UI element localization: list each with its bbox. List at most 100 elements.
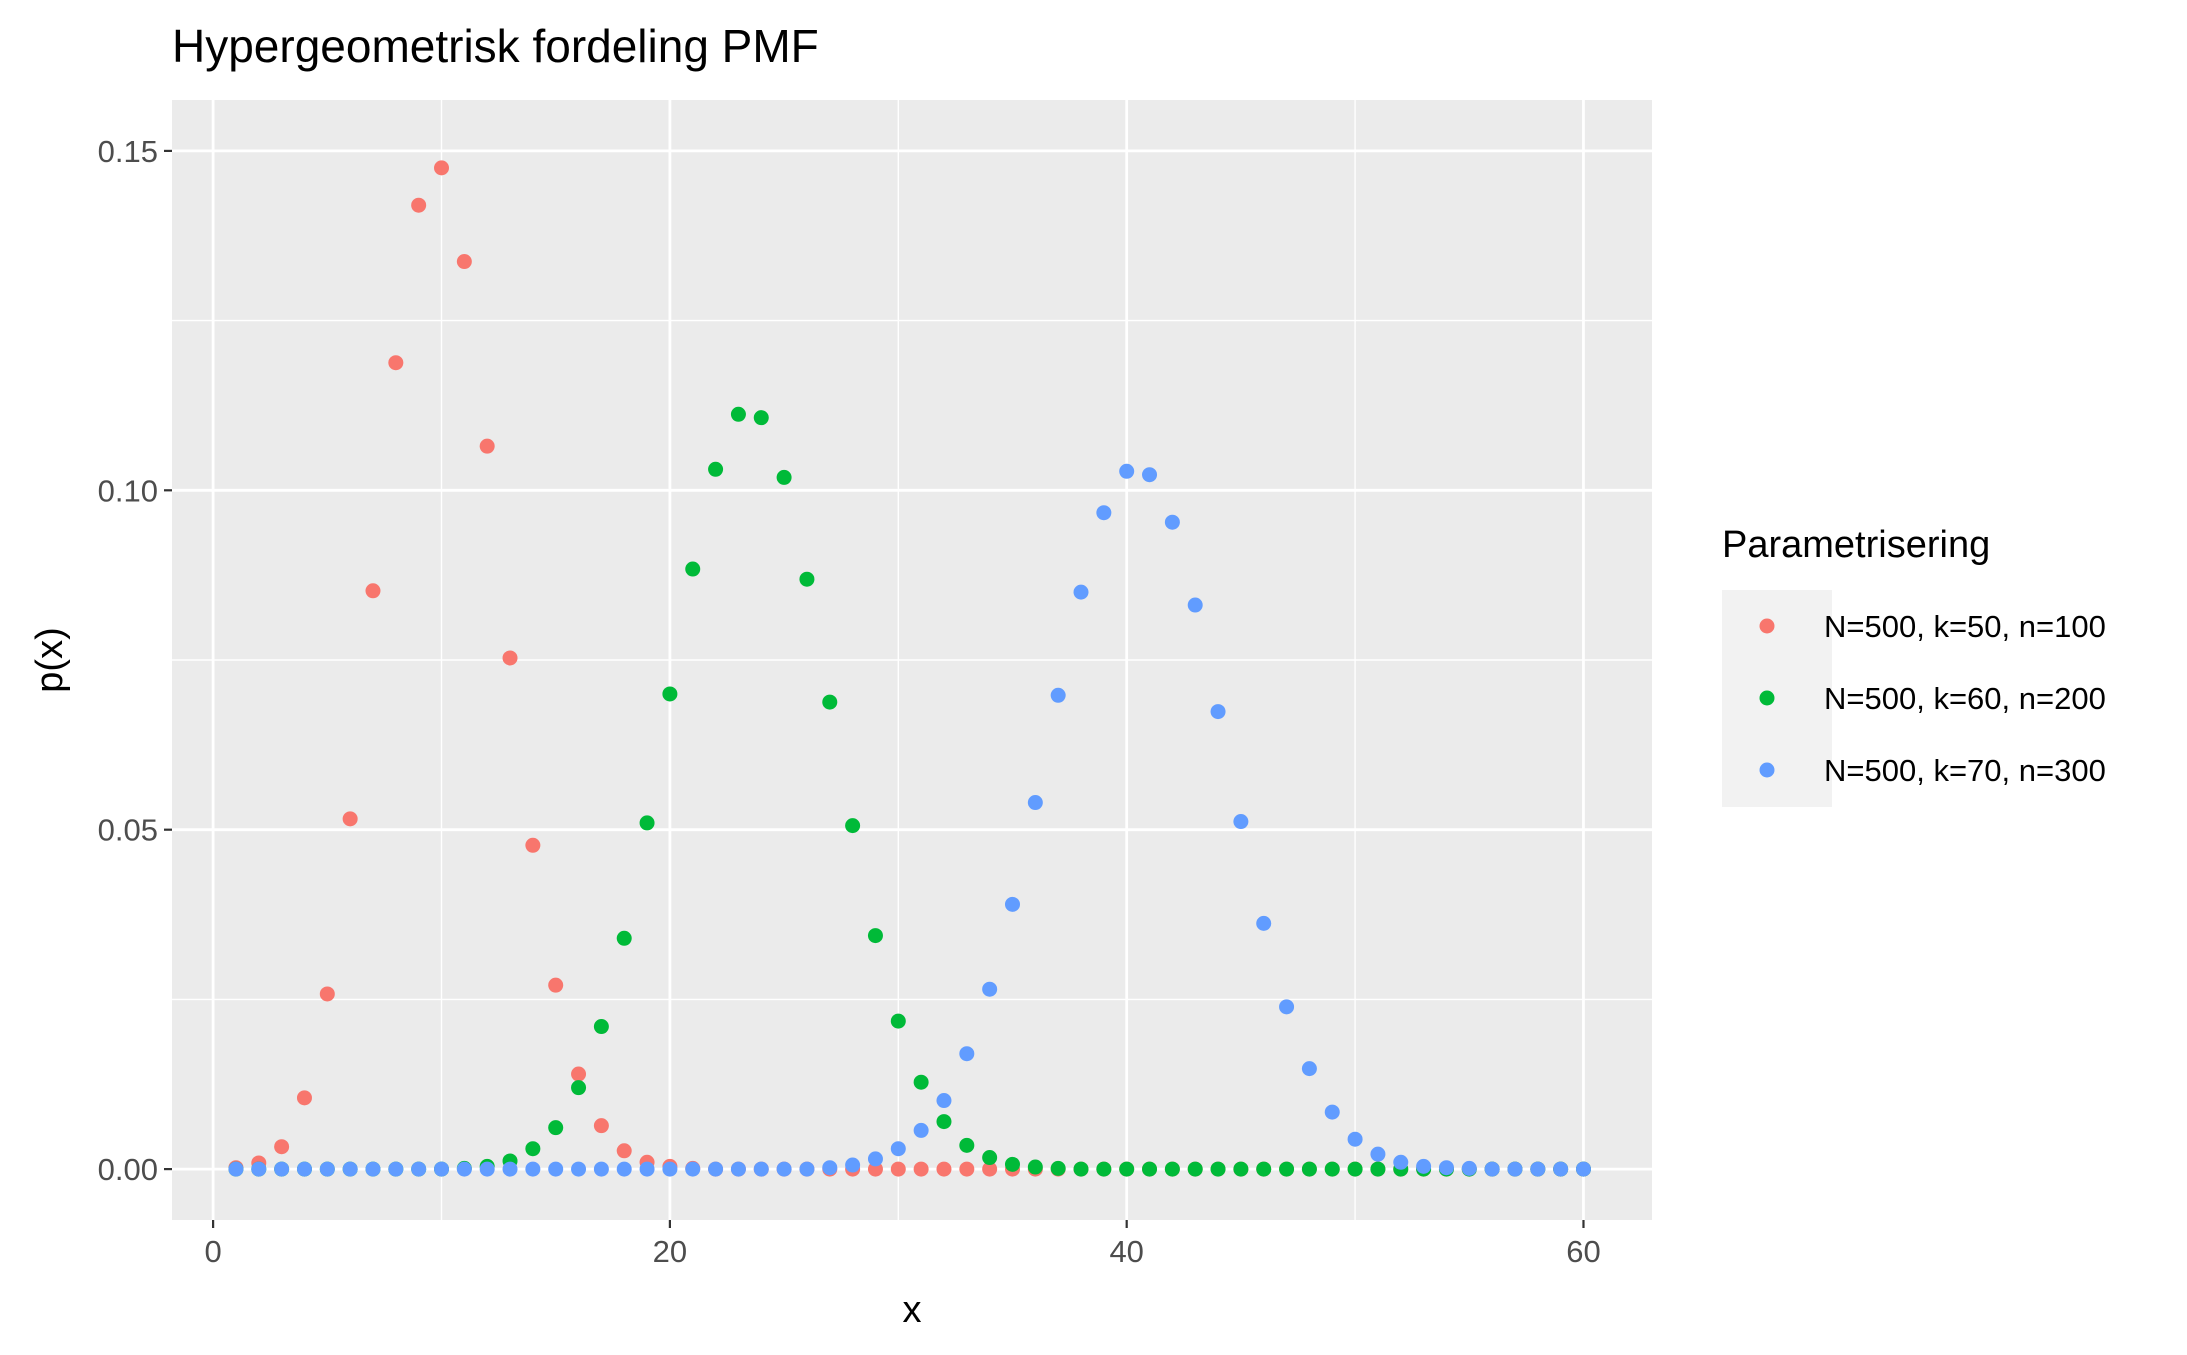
legend-key-background bbox=[1722, 590, 1832, 807]
series-3-point bbox=[1119, 463, 1135, 479]
series-3-point bbox=[1301, 1061, 1317, 1077]
series-1-point bbox=[936, 1161, 952, 1177]
series-3-point bbox=[434, 1161, 450, 1177]
legend-label-series-2: N=500, k=60, n=200 bbox=[1824, 681, 2106, 716]
y-tick-label: 0.10 bbox=[98, 473, 158, 508]
series-3-point bbox=[456, 1161, 472, 1177]
series-3-point bbox=[502, 1161, 518, 1177]
series-3-point bbox=[296, 1161, 312, 1177]
series-3-point bbox=[1438, 1160, 1454, 1176]
series-3-point bbox=[571, 1161, 587, 1177]
series-3-point bbox=[411, 1161, 427, 1177]
series-1-point bbox=[388, 355, 404, 371]
legend-items: N=500, k=50, n=100 N=500, k=60, n=200 N=50… bbox=[1759, 609, 2106, 788]
series-2-point bbox=[1210, 1161, 1226, 1177]
series-1-point bbox=[342, 811, 358, 827]
series-2-point bbox=[1119, 1161, 1135, 1177]
series-1-point bbox=[502, 650, 518, 666]
series-3-point bbox=[1507, 1161, 1523, 1177]
series-1-point bbox=[959, 1161, 975, 1177]
series-3-point bbox=[1416, 1158, 1432, 1174]
series-2-point bbox=[753, 410, 769, 426]
series-3-point bbox=[388, 1161, 404, 1177]
series-3-point bbox=[479, 1161, 495, 1177]
series-2-point bbox=[1050, 1160, 1066, 1176]
series-2-point bbox=[525, 1141, 541, 1157]
series-3-point bbox=[365, 1161, 381, 1177]
series-1-point bbox=[274, 1139, 290, 1155]
x-axis: 0 20 40 60 bbox=[204, 1220, 1601, 1269]
series-3-point bbox=[1553, 1161, 1569, 1177]
series-2-point bbox=[845, 818, 861, 834]
series-2-point bbox=[662, 686, 678, 702]
series-3-point bbox=[319, 1161, 335, 1177]
series-3-point bbox=[1073, 584, 1089, 600]
series-2-point bbox=[1187, 1161, 1203, 1177]
series-3-point bbox=[1210, 704, 1226, 720]
legend-label-series-1: N=500, k=50, n=100 bbox=[1824, 609, 2106, 644]
series-1-point bbox=[319, 986, 335, 1002]
series-1-point bbox=[913, 1161, 929, 1177]
series-2-point bbox=[708, 461, 724, 477]
series-2-point bbox=[1142, 1161, 1158, 1177]
series-3-point bbox=[959, 1046, 975, 1062]
series-2-point bbox=[867, 928, 883, 944]
series-3-point bbox=[1370, 1146, 1386, 1162]
series-2-point bbox=[1347, 1161, 1363, 1177]
series-3-point bbox=[730, 1161, 746, 1177]
series-3-point bbox=[616, 1161, 632, 1177]
series-3-point bbox=[776, 1161, 792, 1177]
series-2-point bbox=[890, 1013, 906, 1029]
series-3-point bbox=[708, 1161, 724, 1177]
series-2-point bbox=[822, 694, 838, 710]
series-3-point bbox=[662, 1161, 678, 1177]
series-3-point bbox=[1575, 1161, 1591, 1177]
series-3-point bbox=[274, 1161, 290, 1177]
series-3-point bbox=[1164, 514, 1180, 530]
series-3-point bbox=[1050, 687, 1066, 703]
series-3-point bbox=[1393, 1154, 1409, 1170]
series-2-point bbox=[1301, 1161, 1317, 1177]
y-tick-label: 0.15 bbox=[98, 134, 158, 169]
series-2-point bbox=[982, 1150, 998, 1166]
series-3-point bbox=[867, 1151, 883, 1167]
series-1-point bbox=[296, 1090, 312, 1106]
x-tick-label: 60 bbox=[1566, 1234, 1600, 1269]
series-2-point bbox=[1279, 1161, 1295, 1177]
series-3-point bbox=[342, 1161, 358, 1177]
series-3-point bbox=[548, 1161, 564, 1177]
series-1-point bbox=[411, 197, 427, 213]
series-3-point bbox=[1279, 999, 1295, 1015]
series-3-point bbox=[1347, 1131, 1363, 1147]
legend: Parametrisering N=500, k=50, n=100N=500,… bbox=[1722, 524, 2106, 807]
series-3-point bbox=[593, 1161, 609, 1177]
series-3-point bbox=[1027, 795, 1043, 811]
series-1-point bbox=[982, 1161, 998, 1177]
series-1-point bbox=[593, 1118, 609, 1134]
data-points bbox=[228, 160, 1591, 1177]
series-3-point bbox=[913, 1122, 929, 1138]
legend-key-series-1 bbox=[1759, 618, 1775, 634]
series-3-point bbox=[251, 1161, 267, 1177]
series-2-point bbox=[548, 1120, 564, 1136]
series-3-point bbox=[822, 1160, 838, 1176]
series-3-point bbox=[228, 1161, 244, 1177]
series-2-point bbox=[616, 930, 632, 946]
series-3-point bbox=[1142, 467, 1158, 483]
legend-key-series-2 bbox=[1759, 690, 1775, 706]
series-1-point bbox=[616, 1143, 632, 1159]
series-2-point bbox=[959, 1137, 975, 1153]
series-1-point bbox=[456, 254, 472, 270]
series-2-point bbox=[799, 571, 815, 587]
chart-title: Hypergeometrisk fordeling PMF bbox=[172, 20, 819, 72]
series-2-point bbox=[1073, 1161, 1089, 1177]
series-3-point bbox=[685, 1161, 701, 1177]
series-3-point bbox=[1484, 1161, 1500, 1177]
x-tick-label: 40 bbox=[1109, 1234, 1143, 1269]
series-3-point bbox=[845, 1157, 861, 1173]
series-2-point bbox=[1164, 1161, 1180, 1177]
series-2-point bbox=[1256, 1161, 1272, 1177]
y-axis: 0.00 0.05 0.10 0.15 bbox=[98, 134, 172, 1187]
series-3-point bbox=[1096, 505, 1112, 521]
